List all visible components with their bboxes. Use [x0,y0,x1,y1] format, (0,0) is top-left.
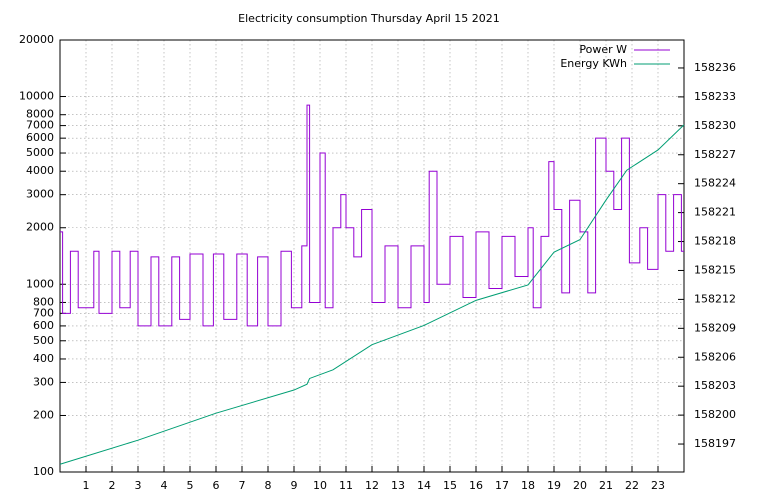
x-tick-label: 7 [239,479,246,492]
x-tick-label: 19 [547,479,561,492]
y-tick-label: 400 [33,352,54,365]
x-tick-label: 1 [83,479,90,492]
x-tick-label: 6 [213,479,220,492]
x-tick-label: 17 [495,479,509,492]
x-tick-label: 22 [625,479,639,492]
y2-tick-label: 158209 [694,321,736,334]
y2-tick-label: 158203 [694,379,736,392]
y2-tick-label: 158224 [694,177,736,190]
y2-tick-label: 158215 [694,263,736,276]
y2-tick-label: 158212 [694,292,736,305]
y2-tick-label: 158218 [694,235,736,248]
y-tick-label: 7000 [26,119,54,132]
y-tick-label: 3000 [26,188,54,201]
x-tick-label: 2 [109,479,116,492]
plot-frame [59,39,685,473]
x-tick-label: 14 [417,479,431,492]
y2-tick-label: 158197 [694,437,736,450]
y2-tick-label: 158200 [694,408,736,421]
y-tick-label: 10000 [19,90,54,103]
y2-tick-label: 158236 [694,61,736,74]
y-tick-label: 300 [33,375,54,388]
y-tick-label: 100 [33,465,54,478]
y2-tick-label: 158233 [694,90,736,103]
y2-tick-label: 158221 [694,206,736,219]
y-tick-label: 500 [33,334,54,347]
y2-tick-label: 158206 [694,350,736,363]
x-tick-label: 11 [339,479,353,492]
series-line [59,124,685,465]
legend-label: Energy KWh [560,57,627,70]
x-tick-label: 5 [187,479,194,492]
x-tick-label: 4 [161,479,168,492]
x-tick-label: 12 [365,479,379,492]
x-tick-label: 15 [443,479,457,492]
x-tick-label: 18 [521,479,535,492]
y2-tick-label: 158230 [694,119,736,132]
y-tick-label: 6000 [26,131,54,144]
x-tick-label: 10 [313,479,327,492]
y-tick-label: 8000 [26,108,54,121]
x-tick-label: 8 [265,479,272,492]
y-tick-label: 200 [33,408,54,421]
y2-tick-label: 158227 [694,148,736,161]
y-tick-label: 1000 [26,277,54,290]
y-tick-label: 5000 [26,146,54,159]
y-tick-label: 600 [33,319,54,332]
y-tick-label: 20000 [19,33,54,46]
legend-label: Power W [579,43,627,56]
x-tick-label: 13 [391,479,405,492]
x-tick-label: 21 [599,479,613,492]
y-tick-label: 2000 [26,221,54,234]
x-tick-label: 23 [651,479,665,492]
x-tick-label: 9 [291,479,298,492]
x-tick-label: 16 [469,479,483,492]
x-tick-label: 20 [573,479,587,492]
series-line [60,104,684,327]
x-tick-label: 3 [135,479,142,492]
y-tick-label: 4000 [26,164,54,177]
y-tick-label: 700 [33,306,54,319]
chart-title: Electricity consumption Thursday April 1… [238,12,500,25]
y-tick-label: 800 [33,295,54,308]
